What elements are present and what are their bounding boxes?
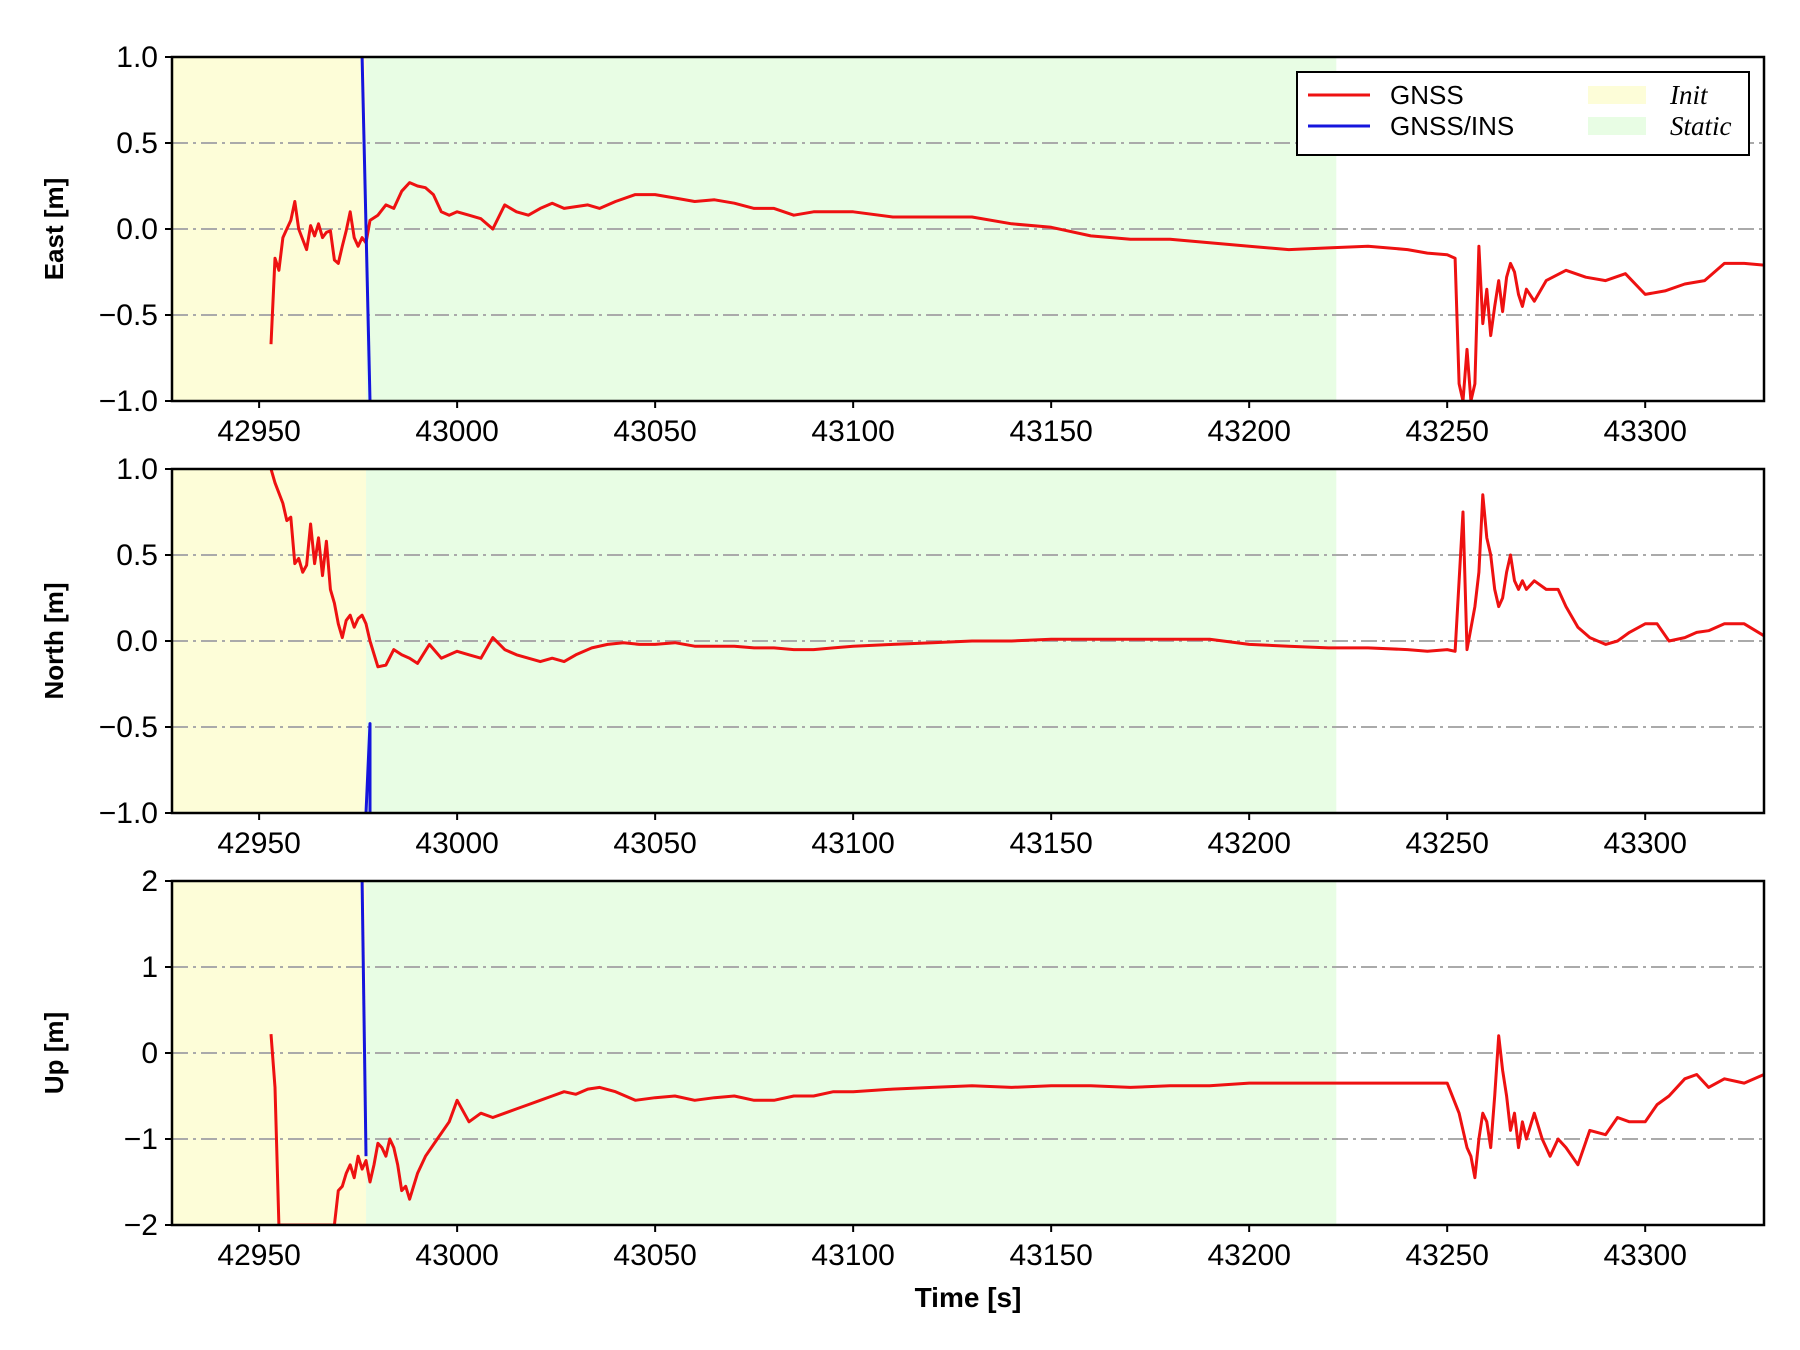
legend: GNSS GNSS/INS Init Static [1296,71,1750,156]
y-tick-label: 0.5 [116,127,158,160]
x-tick-label: 43100 [811,827,894,860]
y-tick-label: 1.0 [116,453,158,486]
y-tick-label: 2 [141,865,158,898]
legend-init-label: Init [1669,80,1709,110]
x-tick-label: 43150 [1009,415,1092,448]
panel-1: 42950 43000 43050 43100 43150 43200 43250 43300… [39,41,1766,448]
x-tick-label: 43250 [1405,827,1488,860]
series-group [269,881,1764,1225]
x-tick-label: 43200 [1207,1239,1290,1272]
x-tick-label: 43050 [613,1239,696,1272]
x-tick-label: 43100 [811,415,894,448]
panel-2: 42950 43000 43050 43100 43150 43200 43250 43300… [39,453,1766,860]
x-tick-label: 42950 [217,1239,300,1272]
y-tick-label: 1 [141,951,158,984]
series-line-gnss-ins [364,722,372,813]
y-axis-label: Up [m] [39,1012,69,1094]
y-tick-label: −0.5 [99,711,158,744]
legend-static-swatch [1588,117,1646,135]
y-axis-label: North [m] [39,583,69,700]
y-tick-label: −0.5 [99,299,158,332]
y-tick-label: 0.0 [116,625,158,658]
y-tick-label: 1.0 [116,41,158,74]
y-tick-label: −1.0 [99,797,158,830]
x-tick-label: 43000 [415,827,498,860]
x-tick-label: 43250 [1405,415,1488,448]
y-tick-label: −1.0 [99,385,158,418]
y-tick-label: 0 [141,1037,158,1070]
x-tick-label: 43150 [1009,827,1092,860]
x-tick-label: 43150 [1009,1239,1092,1272]
x-tick-label: 43200 [1207,415,1290,448]
x-tick-label: 43250 [1405,1239,1488,1272]
series-line-gnss [269,181,1764,401]
series-group [269,469,1764,813]
y-tick-label: 0.0 [116,213,158,246]
x-tick-label: 43050 [613,415,696,448]
legend-gnss-label: GNSS [1390,80,1464,110]
y-axis-label: East [m] [39,178,69,281]
x-tick-label: 43000 [415,1239,498,1272]
panels: 42950 43000 43050 43100 43150 43200 43250 43300… [39,41,1766,1272]
legend-gnss-ins-label: GNSS/INS [1390,111,1514,141]
series-line-gnss-ins [360,57,372,401]
panel-3: 42950 43000 43050 43100 43150 43200 43250 43300… [39,865,1766,1272]
x-tick-label: 42950 [217,827,300,860]
x-tick-label: 43300 [1603,415,1686,448]
legend-init-swatch [1588,86,1646,104]
series-line-gnss-ins [360,881,368,1157]
series-line-gnss [269,1033,1764,1225]
x-tick-label: 42950 [217,415,300,448]
x-tick-label: 43100 [811,1239,894,1272]
legend-static-label: Static [1670,111,1732,141]
x-tick-label: 43300 [1603,827,1686,860]
x-axis-label: Time [s] [915,1282,1022,1313]
series-line-gnss [269,469,1764,669]
x-tick-label: 43300 [1603,1239,1686,1272]
y-tick-label: −2 [124,1209,158,1242]
x-tick-label: 43200 [1207,827,1290,860]
legend-box [1296,71,1750,156]
series-group [269,57,1764,401]
y-tick-label: 0.5 [116,539,158,572]
x-tick-label: 43050 [613,827,696,860]
y-tick-label: −1 [124,1123,158,1156]
x-tick-label: 43000 [415,415,498,448]
